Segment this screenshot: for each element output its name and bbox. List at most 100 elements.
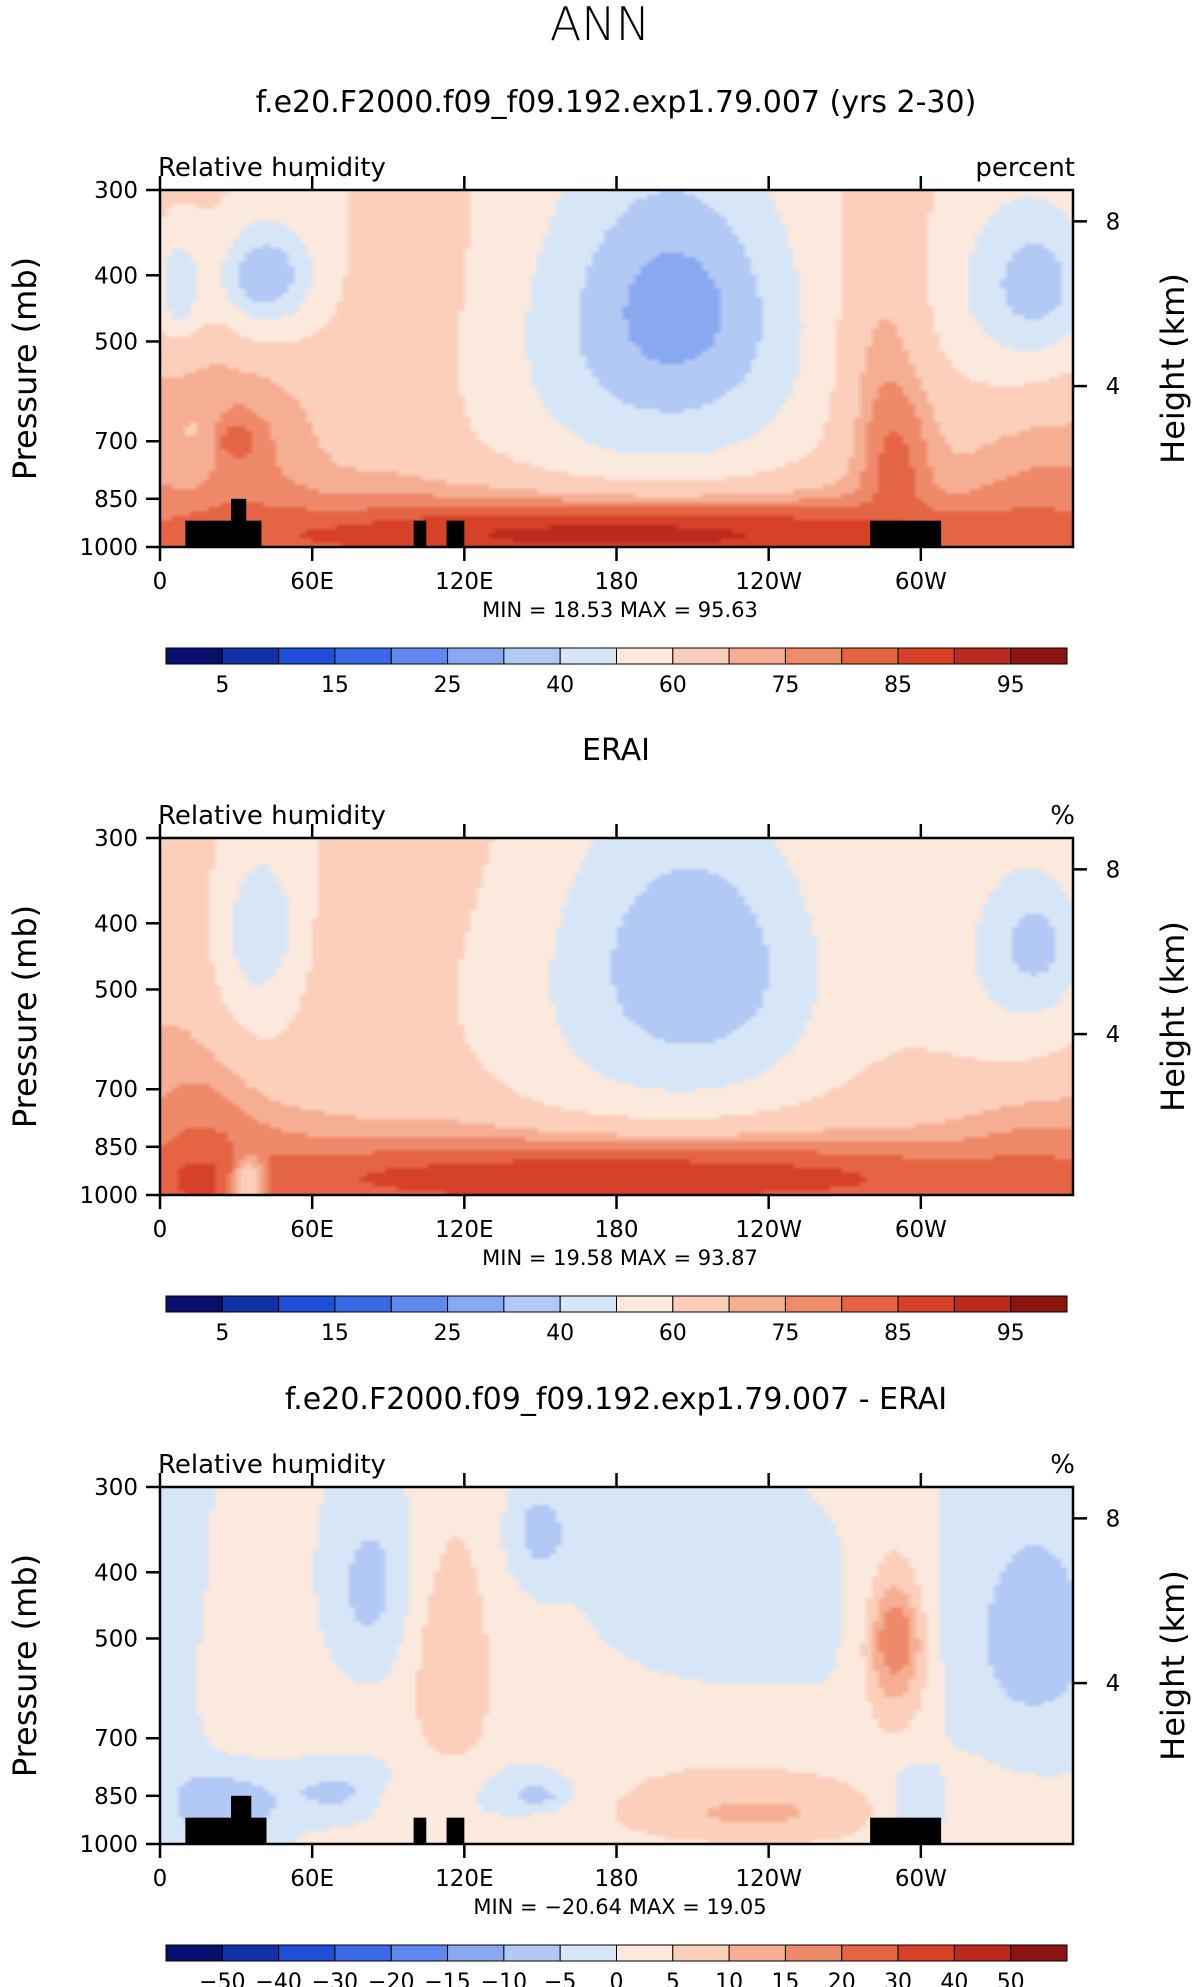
colorbar-label: 30 [884,1970,912,1987]
panel-title: ERAI [582,733,650,768]
y2-tick-label: 8 [1106,1506,1121,1532]
colorbar-label: 85 [884,1321,912,1346]
colorbar-segment [672,1295,730,1313]
land-mask [446,520,465,547]
colorbar-label: −20 [368,1970,414,1987]
x-tick-label: 180 [595,569,639,595]
land-mask [446,1817,465,1844]
colorbar-segment [390,1944,449,1962]
colorbar-segment [1010,1944,1068,1962]
x-tick-label: 120W [735,569,802,595]
colorbar-segment [559,647,617,665]
colorbar-label: −15 [424,1970,470,1987]
units-label: % [1050,801,1075,831]
colorbar-segment [334,1295,392,1313]
colorbar-segment [1010,1295,1068,1313]
colorbar-label: 40 [546,1321,574,1346]
colorbar-segment [503,1944,561,1962]
colorbar-label: 50 [997,1970,1025,1987]
y2-tick-label: 4 [1106,1671,1121,1697]
colorbar-segment [165,647,223,665]
x-tick-label: 180 [595,1866,639,1892]
colorbar-segment [165,1944,223,1962]
colorbar-segment [447,1295,505,1313]
panel-1: f.e20.F2000.f09_f09.192.exp1.79.007 (yrs… [6,85,1192,698]
units-label: percent [975,153,1075,183]
x-tick-label: 60W [895,1217,947,1243]
y-axis-title: Pressure (mb) [6,257,44,480]
x-tick-label: 0 [153,1217,168,1243]
colorbar-segment [616,1295,674,1313]
colorbar-segment [390,1295,449,1313]
x-tick-label: 180 [595,1217,639,1243]
colorbar-segment [841,1944,899,1962]
y-tick-label: 1000 [79,1832,138,1858]
y-tick-label: 700 [94,1077,138,1103]
colorbar-label: 75 [771,673,799,698]
colorbar-segment [334,647,392,665]
y2-tick-label: 8 [1106,857,1121,883]
colorbar-segment [784,647,843,665]
land-mask [185,1817,267,1844]
colorbar-segment [784,1295,843,1313]
colorbar-segment [390,647,449,665]
panel-title: f.e20.F2000.f09_f09.192.exp1.79.007 - ER… [285,1382,947,1417]
colorbar-label: −30 [312,1970,358,1987]
colorbar-label: −5 [544,1970,576,1987]
colorbar-segment [221,647,280,665]
colorbar-label: −50 [199,1970,245,1987]
colorbar-segment [728,1944,786,1962]
colorbar-segment [728,1295,786,1313]
colorbar-segment [278,1944,336,1962]
land-mask [413,520,427,547]
units-label: % [1050,1450,1075,1480]
land-mask [870,1817,942,1844]
colorbar-label: 25 [434,673,462,698]
colorbar-segment [953,1295,1012,1313]
colorbar-label: 60 [659,673,687,698]
field-label: Relative humidity [158,1450,386,1480]
colorbar-label: −40 [255,1970,301,1987]
panel-3: f.e20.F2000.f09_f09.192.exp1.79.007 - ER… [6,1382,1192,1987]
colorbar-segment [897,647,955,665]
colorbar-label: 40 [940,1970,968,1987]
y-tick-label: 500 [94,329,138,355]
y-tick-label: 700 [94,1726,138,1752]
colorbar-segment [447,1944,505,1962]
x-tick-label: 0 [153,569,168,595]
colorbar-label: 15 [321,1321,349,1346]
y-tick-label: 500 [94,977,138,1003]
colorbar-segment [897,1944,955,1962]
colorbar-segment [334,1944,392,1962]
figure-title: ANN [550,0,650,51]
field-label: Relative humidity [158,153,386,183]
colorbar-segment [897,1295,955,1313]
x-tick-label: 120E [435,1217,493,1243]
y-tick-label: 400 [94,263,138,289]
land-mask [185,520,262,547]
land-mask [231,498,247,547]
x-tick-label: 120W [735,1217,802,1243]
colorbar-segment [841,1295,899,1313]
x-tick-label: 120W [735,1866,802,1892]
panel-title: f.e20.F2000.f09_f09.192.exp1.79.007 (yrs… [256,85,977,120]
colorbar-segment [221,1944,280,1962]
x-tick-label: 60E [290,1217,334,1243]
colorbar-segment [503,1295,561,1313]
colorbar-label: 85 [884,673,912,698]
y2-axis-title: Height (km) [1154,921,1192,1112]
colorbar-segment [1010,647,1068,665]
x-tick-label: 60W [895,569,947,595]
y2-tick-label: 4 [1106,374,1121,400]
land-mask [870,520,942,547]
y2-tick-label: 4 [1106,1022,1121,1048]
colorbar-segment [672,1944,730,1962]
y-tick-label: 700 [94,429,138,455]
x-tick-label: 120E [435,1866,493,1892]
y-tick-label: 500 [94,1626,138,1652]
y-axis-title: Pressure (mb) [6,905,44,1128]
land-mask [231,1795,252,1844]
y-tick-label: 300 [94,178,138,204]
colorbar-label: 75 [771,1321,799,1346]
